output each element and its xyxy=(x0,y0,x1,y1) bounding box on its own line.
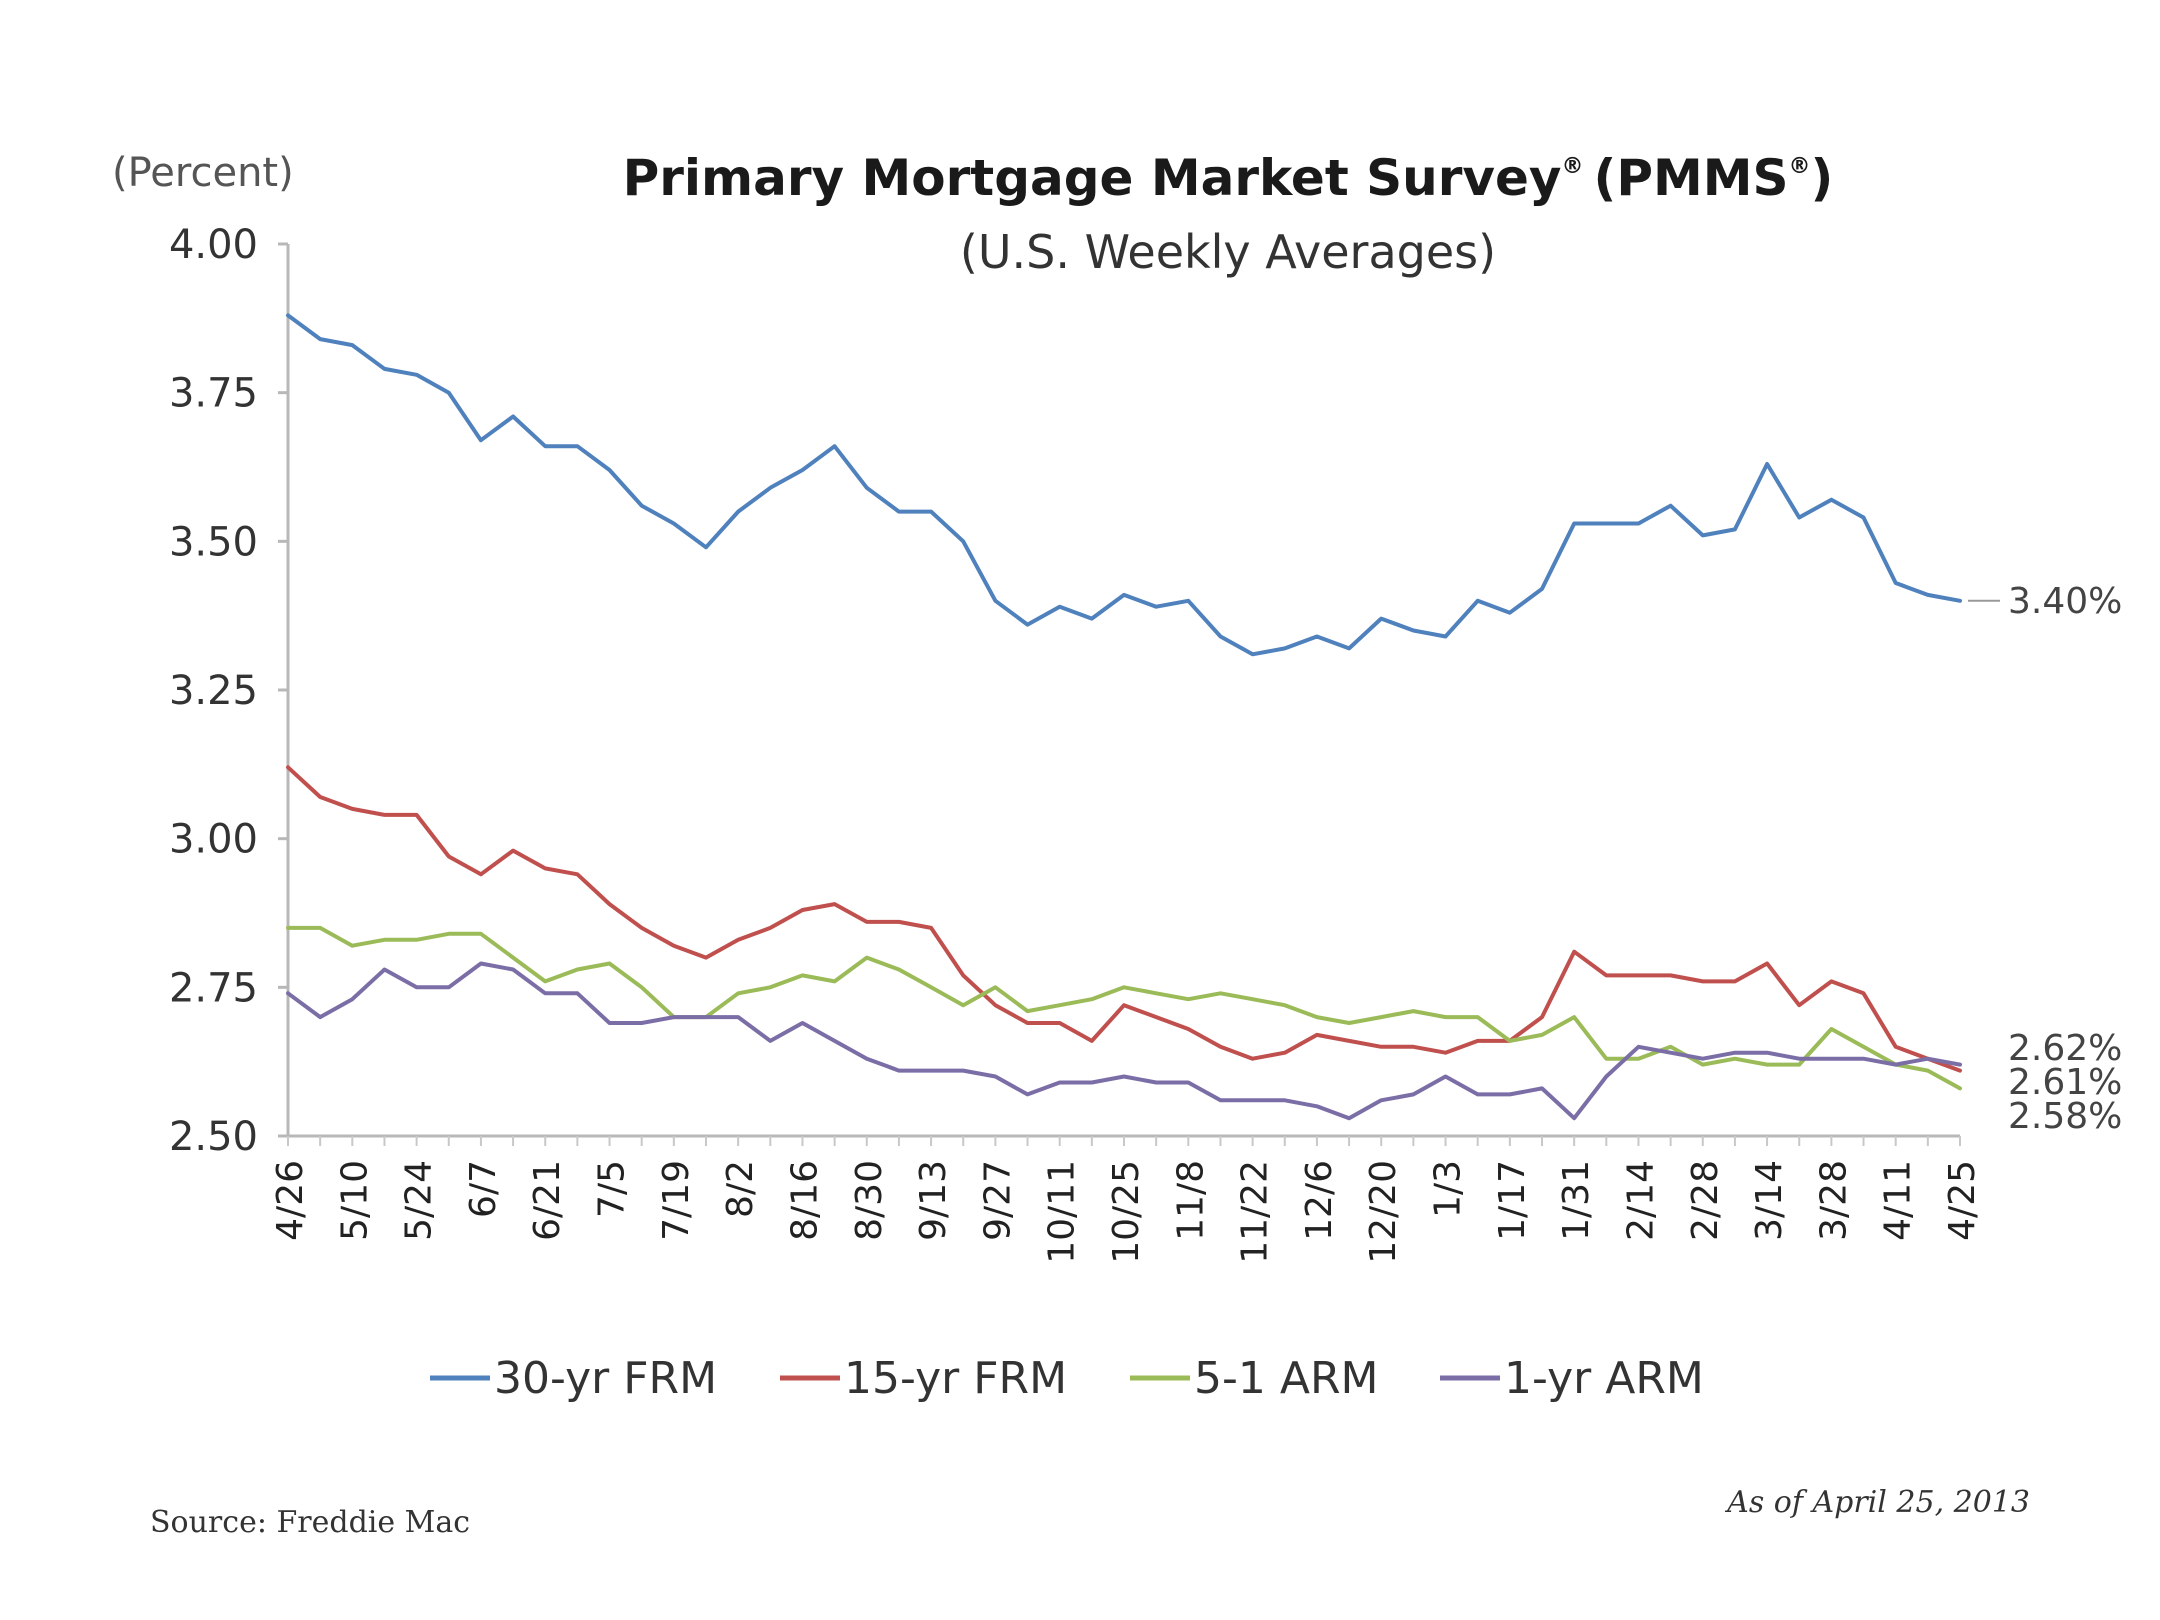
x-tick-label: 8/2 xyxy=(720,1160,761,1218)
x-tick-label: 5/10 xyxy=(334,1160,375,1241)
x-tick-label: 2/14 xyxy=(1620,1160,1661,1241)
x-tick-label: 3/28 xyxy=(1813,1160,1854,1241)
series-line-15-yr-frm xyxy=(286,765,1962,1073)
title-registered-mark-2: ® xyxy=(1789,154,1811,179)
x-tick-label: 1/17 xyxy=(1492,1160,1533,1241)
y-axis-ticks: 4.00 3.75 3.50 3.25 3.00 2.75 2.50 xyxy=(169,222,288,1160)
title-suffix: (PMMS xyxy=(1594,149,1789,207)
x-tick-label: 11/8 xyxy=(1170,1160,1211,1241)
x-tick-label: 2/28 xyxy=(1685,1160,1726,1241)
y-tick-label: 2.75 xyxy=(169,965,258,1011)
legend-label: 15-yr FRM xyxy=(844,1353,1067,1404)
x-tick-label: 8/16 xyxy=(784,1160,825,1241)
x-tick-label: 9/27 xyxy=(977,1160,1018,1241)
legend-label: 5-1 ARM xyxy=(1194,1353,1379,1404)
end-label: 2.58% xyxy=(2008,1096,2122,1137)
x-axis-ticks: 4/26 5/10 5/24 6/7 6/21 7/5 7/19 8/2 8/16 8/30 9/1… xyxy=(270,1136,1983,1264)
title-close: ) xyxy=(1811,149,1834,207)
series-line-1-yr-arm xyxy=(286,961,1962,1121)
y-tick-label: 3.00 xyxy=(169,817,258,863)
axes xyxy=(286,244,1960,1138)
x-tick-label: 6/21 xyxy=(527,1160,568,1241)
y-tick-label: 3.25 xyxy=(169,668,258,714)
y-tick-label: 3.50 xyxy=(169,519,258,565)
end-label: 2.62% xyxy=(2008,1028,2122,1069)
x-tick-label: 11/22 xyxy=(1235,1160,1276,1264)
y-tick-label: 4.00 xyxy=(169,222,258,268)
title-registered-mark-1: ® xyxy=(1562,154,1584,179)
x-tick-label: 4/26 xyxy=(270,1160,311,1241)
end-labels: 3.40% 2.62%2.61%2.58% xyxy=(1968,581,2122,1137)
chart-subtitle: (U.S. Weekly Averages) xyxy=(960,225,1496,279)
series-line-30-yr-frm xyxy=(286,313,1962,657)
x-tick-label: 5/24 xyxy=(399,1160,440,1241)
x-tick-label: 3/14 xyxy=(1749,1160,1790,1241)
x-tick-label: 4/25 xyxy=(1942,1160,1983,1241)
as-of-date: As of April 25, 2013 xyxy=(1724,1485,2030,1520)
series-lines xyxy=(286,313,1962,1121)
x-tick-label: 4/11 xyxy=(1878,1160,1919,1241)
end-label: 2.61% xyxy=(2008,1062,2122,1103)
y-tick-label: 3.75 xyxy=(169,371,258,417)
x-tick-label: 1/31 xyxy=(1556,1160,1597,1241)
x-tick-label: 9/13 xyxy=(913,1160,954,1241)
chart-title: Primary Mortgage Market Survey® (PMMS®) xyxy=(623,149,1834,207)
x-tick-label: 10/11 xyxy=(1042,1160,1083,1264)
x-tick-label: 7/5 xyxy=(592,1160,633,1218)
legend-label: 30-yr FRM xyxy=(494,1353,717,1404)
x-tick-label: 8/30 xyxy=(849,1160,890,1241)
end-label: 3.40% xyxy=(2008,581,2122,622)
legend: 30-yr FRM 15-yr FRM 5-1 ARM 1-yr ARM xyxy=(430,1353,1704,1404)
y-unit-label: (Percent) xyxy=(112,150,294,196)
x-tick-label: 10/25 xyxy=(1106,1160,1147,1264)
x-tick-label: 7/19 xyxy=(656,1160,697,1241)
x-tick-label: 6/7 xyxy=(463,1160,504,1218)
x-tick-label: 1/3 xyxy=(1428,1160,1469,1218)
x-tick-label: 12/6 xyxy=(1299,1160,1340,1241)
source-note: Source: Freddie Mac xyxy=(150,1505,470,1540)
y-tick-label: 2.50 xyxy=(169,1114,258,1160)
legend-label: 1-yr ARM xyxy=(1504,1353,1704,1404)
x-tick-label: 12/20 xyxy=(1363,1160,1404,1264)
